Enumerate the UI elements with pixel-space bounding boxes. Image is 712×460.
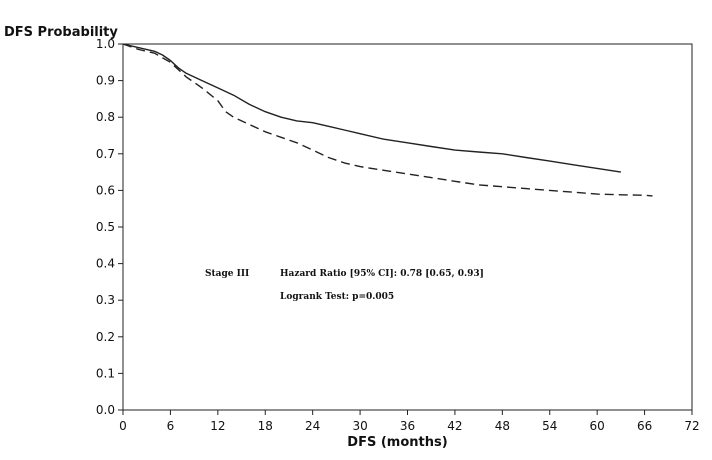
y-axis-ticks: 0.0 0.1 0.2 0.3 0.4 0.5 0.6 0.7 0.8 0.9 1.0 (96, 37, 123, 417)
y-tick-label: 0.5 (96, 220, 115, 234)
y-tick-label: 0.7 (96, 147, 115, 161)
x-tick-label: 54 (542, 419, 557, 433)
x-axis-label: DFS (months) (347, 435, 447, 450)
y-tick-label: 0.4 (96, 257, 115, 271)
y-tick-label: 1.0 (96, 37, 115, 51)
x-tick-label: 60 (590, 419, 605, 433)
survival-curves (122, 43, 653, 197)
plot-frame (122, 43, 693, 411)
y-tick-label: 0.6 (96, 183, 115, 197)
x-tick-label: 6 (167, 419, 175, 433)
x-axis-ticks: 0 6 12 18 24 30 36 42 48 54 60 66 72 (119, 410, 700, 433)
annotation-logrank: Logrank Test: p=0.005 (280, 292, 394, 302)
y-tick-label: 0.3 (96, 293, 115, 307)
x-tick-label: 66 (637, 419, 652, 433)
annotation-hazard-ratio: Hazard Ratio [95% CI]: 0.78 [0.65, 0.93] (280, 269, 484, 279)
x-tick-label: 42 (447, 419, 462, 433)
x-tick-label: 18 (258, 419, 273, 433)
y-tick-label: 0.8 (96, 110, 115, 124)
x-tick-label: 12 (210, 419, 225, 433)
x-tick-label: 24 (305, 419, 320, 433)
x-tick-label: 0 (119, 419, 127, 433)
y-tick-label: 0.2 (96, 330, 115, 344)
x-tick-label: 30 (352, 419, 367, 433)
x-tick-label: 36 (400, 419, 415, 433)
annotation-stage: Stage III (205, 269, 249, 279)
x-tick-label: 48 (495, 419, 510, 433)
x-tick-label: 72 (684, 419, 699, 433)
y-tick-label: 0.0 (96, 403, 115, 417)
survival-curve-solid (122, 43, 622, 173)
y-tick-label: 0.9 (96, 74, 115, 88)
survival-curve-dashed (122, 43, 653, 197)
y-axis-label: DFS Probability (4, 25, 118, 40)
y-tick-label: 0.1 (96, 366, 115, 380)
